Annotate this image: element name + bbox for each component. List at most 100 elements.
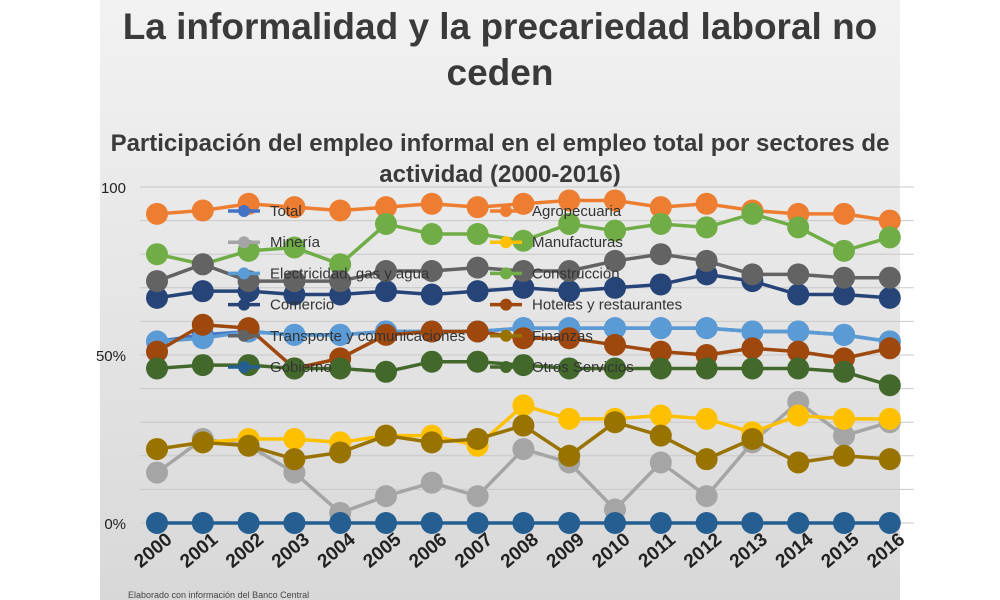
x-tick-label: 2012 bbox=[680, 529, 726, 572]
data-point bbox=[695, 448, 718, 471]
data-point bbox=[466, 350, 489, 373]
data-point bbox=[604, 317, 626, 340]
data-point bbox=[649, 243, 672, 266]
data-point bbox=[512, 260, 535, 282]
data-point bbox=[146, 438, 168, 461]
data-point bbox=[558, 327, 581, 350]
data-point bbox=[741, 202, 764, 225]
data-point bbox=[833, 512, 855, 534]
data-point bbox=[375, 512, 397, 534]
legend-label: Comercio bbox=[270, 297, 334, 314]
legend-marker bbox=[238, 205, 250, 217]
legend-label: Minería bbox=[270, 234, 321, 251]
legend-marker bbox=[238, 298, 250, 311]
data-point bbox=[878, 286, 901, 309]
data-point bbox=[375, 280, 397, 303]
legend-marker bbox=[500, 329, 512, 342]
data-point bbox=[512, 394, 535, 417]
data-point bbox=[466, 320, 489, 343]
data-point bbox=[833, 407, 855, 430]
data-point bbox=[466, 223, 489, 246]
data-point bbox=[558, 444, 581, 467]
data-point bbox=[375, 196, 397, 219]
data-point bbox=[375, 485, 397, 508]
data-point bbox=[466, 256, 489, 279]
data-point bbox=[558, 212, 581, 235]
data-point bbox=[237, 512, 260, 534]
data-point bbox=[695, 357, 718, 380]
data-point bbox=[146, 512, 168, 534]
data-point bbox=[649, 212, 672, 235]
data-point bbox=[833, 424, 855, 447]
data-point bbox=[604, 333, 626, 356]
data-point bbox=[833, 283, 855, 306]
data-point bbox=[146, 243, 168, 266]
chart-title: Participación del empleo informal en el … bbox=[110, 130, 890, 188]
data-point bbox=[146, 202, 168, 225]
data-point bbox=[604, 276, 626, 299]
data-point bbox=[191, 199, 214, 222]
x-tick-label: 2005 bbox=[360, 529, 406, 573]
data-point bbox=[466, 196, 489, 219]
data-point bbox=[649, 273, 672, 296]
data-point bbox=[878, 266, 901, 289]
data-point bbox=[146, 357, 168, 380]
x-tick-label: 2008 bbox=[497, 529, 543, 572]
data-point bbox=[649, 317, 672, 340]
data-point bbox=[329, 270, 352, 293]
data-point bbox=[146, 340, 168, 363]
data-point bbox=[375, 424, 397, 447]
x-tick-label: 2013 bbox=[726, 529, 772, 572]
data-point bbox=[695, 192, 718, 215]
data-point bbox=[649, 404, 672, 427]
data-point bbox=[878, 337, 901, 360]
data-point bbox=[283, 428, 306, 450]
data-point bbox=[191, 253, 214, 276]
data-point bbox=[420, 512, 443, 534]
data-point bbox=[604, 249, 626, 272]
data-point bbox=[283, 236, 306, 259]
x-tick-label: 2006 bbox=[405, 529, 451, 572]
data-point bbox=[558, 407, 581, 430]
data-point bbox=[878, 374, 901, 397]
data-point bbox=[420, 320, 443, 343]
data-point bbox=[741, 337, 764, 360]
data-point bbox=[329, 512, 352, 534]
data-point bbox=[558, 512, 581, 534]
data-point bbox=[787, 357, 810, 380]
legend-label: Hoteles y restaurantes bbox=[532, 297, 682, 314]
legend-marker bbox=[500, 267, 512, 280]
data-point bbox=[604, 189, 626, 212]
legend-marker bbox=[238, 361, 250, 373]
data-point bbox=[146, 286, 168, 309]
data-point bbox=[283, 270, 306, 293]
data-point bbox=[512, 327, 535, 350]
data-point bbox=[191, 354, 214, 377]
data-point bbox=[649, 196, 672, 219]
x-tick-label: 2009 bbox=[543, 529, 589, 572]
data-point bbox=[695, 216, 718, 239]
data-point bbox=[878, 407, 901, 430]
data-point bbox=[420, 260, 443, 282]
data-point bbox=[695, 512, 718, 534]
x-tick-label: 2004 bbox=[314, 529, 360, 573]
data-point bbox=[833, 239, 855, 262]
data-point bbox=[466, 512, 489, 534]
data-point bbox=[420, 350, 443, 373]
data-point bbox=[191, 313, 214, 336]
x-tick-label: 2007 bbox=[451, 529, 497, 572]
data-point bbox=[878, 512, 901, 534]
x-tick-label: 2015 bbox=[818, 529, 864, 573]
x-tick-label: 2010 bbox=[589, 529, 635, 572]
legend-label: Electricidad, gas y agua bbox=[270, 265, 430, 282]
data-point bbox=[833, 202, 855, 225]
data-point bbox=[512, 276, 535, 299]
data-point bbox=[878, 209, 901, 232]
data-point bbox=[283, 448, 306, 471]
legend-marker bbox=[500, 361, 512, 373]
data-point bbox=[604, 357, 626, 380]
x-tick-label: 2016 bbox=[863, 529, 909, 572]
data-point bbox=[649, 357, 672, 380]
data-point bbox=[191, 512, 214, 534]
data-point bbox=[787, 283, 810, 306]
